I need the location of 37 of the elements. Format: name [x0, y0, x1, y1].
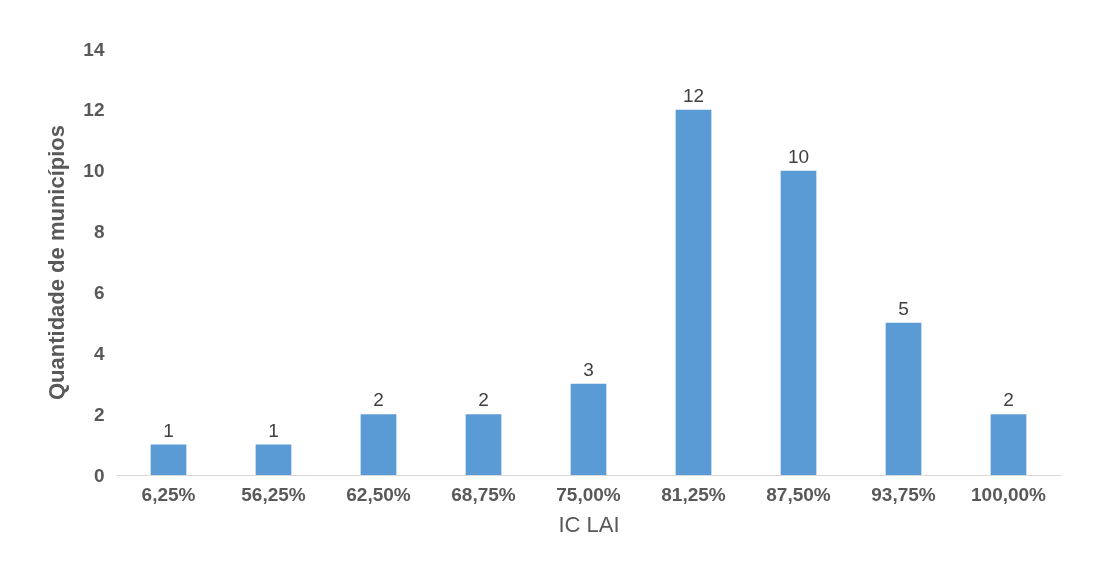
bar	[675, 109, 712, 475]
data-label: 10	[787, 145, 810, 167]
x-axis-title: IC LAI	[558, 511, 620, 537]
bar	[255, 444, 292, 475]
data-label: 2	[478, 389, 489, 411]
data-label: 1	[268, 419, 279, 441]
y-tick-label: 12	[83, 99, 105, 121]
data-label: 2	[1003, 389, 1014, 411]
y-tick-label: 0	[93, 464, 105, 486]
y-tick-label: 2	[93, 403, 105, 425]
y-tick-label: 10	[83, 160, 105, 182]
bar	[780, 170, 817, 475]
x-tick-label: 68,75%	[451, 483, 516, 505]
data-label: 1	[163, 419, 174, 441]
data-label: 2	[373, 389, 384, 411]
data-label: 3	[583, 358, 594, 380]
x-tick-label: 75,00%	[556, 483, 621, 505]
bar	[990, 414, 1027, 475]
y-tick-label: 14	[83, 38, 105, 60]
y-tick-label: 8	[93, 221, 105, 243]
x-tick-label: 81,25%	[661, 483, 726, 505]
bar	[150, 444, 187, 475]
x-tick-label: 62,50%	[346, 483, 411, 505]
y-tick-label: 4	[93, 342, 105, 364]
y-axis-title: Quantidade de municípios	[44, 124, 70, 401]
data-label: 5	[898, 297, 909, 319]
bar	[465, 414, 502, 475]
bar	[570, 383, 607, 475]
x-tick-label: 6,25%	[141, 483, 196, 505]
x-tick-label: 93,75%	[871, 483, 936, 505]
x-tick-label: 56,25%	[241, 483, 306, 505]
bar	[885, 322, 922, 475]
data-label: 12	[682, 84, 705, 106]
bar	[360, 414, 397, 475]
x-tick-label: 100,00%	[970, 483, 1047, 505]
y-tick-label: 6	[93, 281, 105, 303]
x-tick-label: 87,50%	[766, 483, 831, 505]
